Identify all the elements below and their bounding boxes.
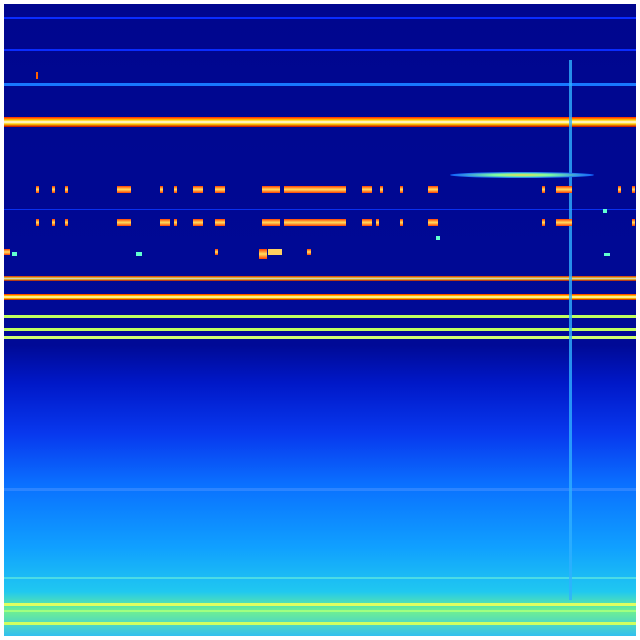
dash: [160, 186, 163, 193]
dash: [632, 219, 635, 226]
band: [4, 622, 636, 625]
dash: [12, 252, 17, 256]
dash: [603, 209, 607, 213]
dash: [428, 219, 438, 226]
band: [4, 577, 636, 579]
dash: [604, 253, 610, 256]
band: [4, 294, 636, 300]
dash: [618, 186, 621, 193]
dash: [65, 186, 68, 193]
dash: [556, 186, 572, 193]
dash: [436, 236, 440, 240]
dash: [362, 186, 372, 193]
horizontal-lines: [4, 17, 636, 625]
dash: [556, 219, 572, 226]
dash: [36, 186, 39, 193]
dash: [52, 219, 55, 226]
dash: [52, 186, 55, 193]
dash: [117, 219, 131, 226]
dash: [174, 186, 177, 193]
band: [4, 336, 636, 339]
dash: [215, 219, 225, 226]
dash-row: [4, 72, 610, 259]
dash: [400, 186, 403, 193]
background: [4, 4, 636, 636]
dash: [160, 219, 170, 226]
dash: [376, 219, 379, 226]
dash: [542, 186, 545, 193]
line: [4, 209, 636, 210]
dash: [36, 219, 39, 226]
band: [4, 603, 636, 606]
band: [4, 117, 636, 127]
dash-row: [36, 219, 635, 226]
line: [4, 49, 636, 51]
dash: [136, 252, 142, 256]
dash: [174, 219, 177, 226]
blob: [450, 172, 594, 178]
band: [4, 276, 636, 281]
dash: [36, 72, 38, 79]
dash: [362, 219, 372, 226]
dash: [428, 186, 438, 193]
dash: [262, 219, 280, 226]
dash: [307, 249, 311, 255]
band: [4, 488, 636, 491]
dash: [400, 219, 403, 226]
line: [4, 83, 636, 86]
dash: [380, 186, 383, 193]
line: [4, 17, 636, 19]
dash: [542, 219, 545, 226]
dash: [117, 186, 131, 193]
dash: [193, 186, 203, 193]
band: [4, 315, 636, 318]
dash-row: [36, 186, 635, 193]
dash: [259, 249, 267, 259]
dash: [268, 249, 282, 255]
band: [4, 328, 636, 331]
dash: [215, 249, 218, 255]
dash: [193, 219, 203, 226]
dash: [632, 186, 635, 193]
dash: [284, 219, 346, 226]
dash: [4, 249, 10, 255]
dash: [215, 186, 225, 193]
vertical-line: [569, 60, 572, 600]
dash: [284, 186, 346, 193]
band: [4, 610, 636, 612]
dash: [65, 219, 68, 226]
dash: [262, 186, 280, 193]
